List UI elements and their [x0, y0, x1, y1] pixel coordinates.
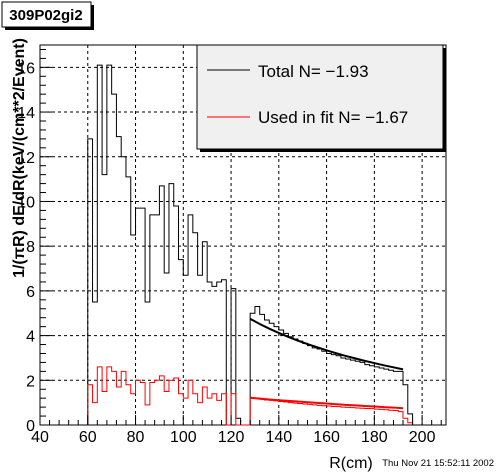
title-box-shadow [91, 5, 94, 30]
y-tick-label: 16 [17, 60, 35, 77]
timestamp: Thu Nov 21 15:52:11 2002 [382, 458, 494, 469]
legend-shadow-right [443, 48, 446, 152]
y-tick-label: 0 [26, 418, 35, 435]
series-histogram-0 [87, 64, 414, 426]
x-tick-label: 140 [265, 429, 292, 446]
series-group [87, 64, 414, 426]
y-tick-label: 14 [17, 105, 35, 122]
title-box-shadow-bottom [5, 27, 94, 30]
y-tick-label: 2 [26, 373, 35, 390]
y-axis-label: 1/(πR) dE/dR(keV/(cm**2/Event) [11, 38, 28, 278]
x-tick-label: 80 [127, 429, 145, 446]
legend-label-fit: Used in fit N= −1.67 [258, 108, 408, 127]
chart-title: 309P02gi2 [9, 7, 82, 24]
y-tick-label: 10 [17, 194, 35, 211]
axes: 40 60 80 100 120 140 160 180 200 0 2 4 6 8 10 12 14 16 [17, 48, 442, 446]
y-tick-label: 4 [26, 329, 35, 346]
y-tick-label: 8 [26, 239, 35, 256]
x-tick-label: 160 [313, 429, 340, 446]
y-tick-label: 12 [17, 150, 35, 167]
y-tick-label: 6 [26, 284, 35, 301]
legend-box [196, 44, 444, 150]
x-tick-label: 200 [409, 429, 436, 446]
series-fit-curve-3 [250, 396, 404, 410]
series-fit-curve-2 [249, 317, 404, 371]
legend-label-total: Total N= −1.93 [258, 62, 369, 81]
x-axis-label: R(cm) [329, 455, 373, 472]
x-tick-label: 60 [79, 429, 97, 446]
x-tick-label: 40 [31, 429, 49, 446]
title-box [1, 1, 92, 28]
legend-shadow-bottom [200, 149, 446, 152]
x-tick-label: 100 [170, 429, 197, 446]
x-tick-label: 120 [218, 429, 245, 446]
x-tick-label: 180 [361, 429, 388, 446]
